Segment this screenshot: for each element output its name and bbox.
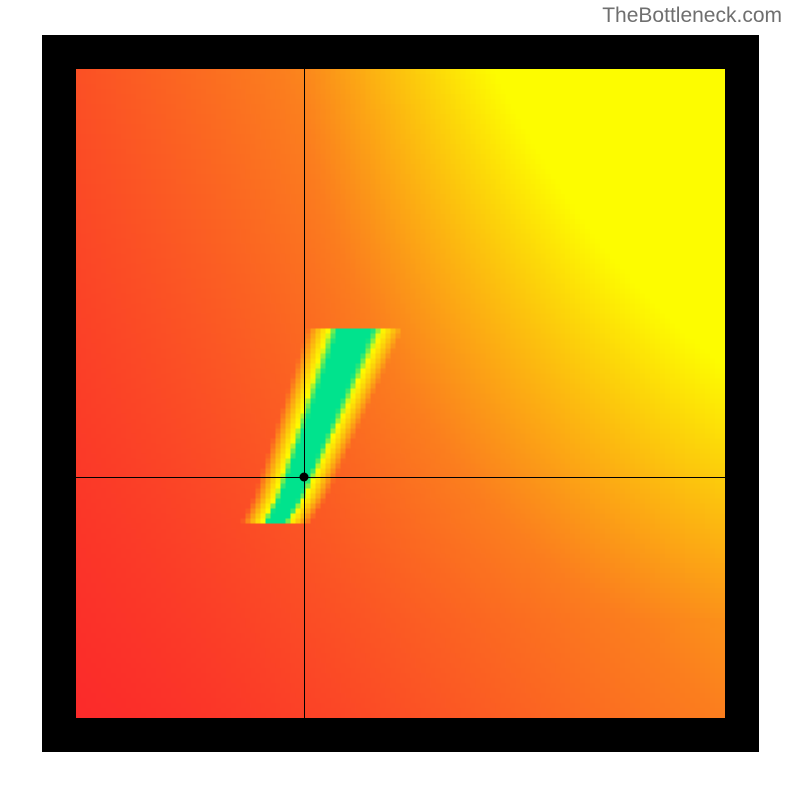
chart-outer-frame (42, 35, 759, 752)
crosshair-vertical (304, 69, 305, 718)
attribution-label: TheBottleneck.com (602, 4, 782, 28)
heatmap-plot (76, 69, 725, 718)
crosshair-horizontal (76, 477, 725, 478)
chart-container: TheBottleneck.com (0, 0, 800, 800)
marker-dot (300, 472, 309, 481)
heatmap-canvas (76, 69, 725, 718)
